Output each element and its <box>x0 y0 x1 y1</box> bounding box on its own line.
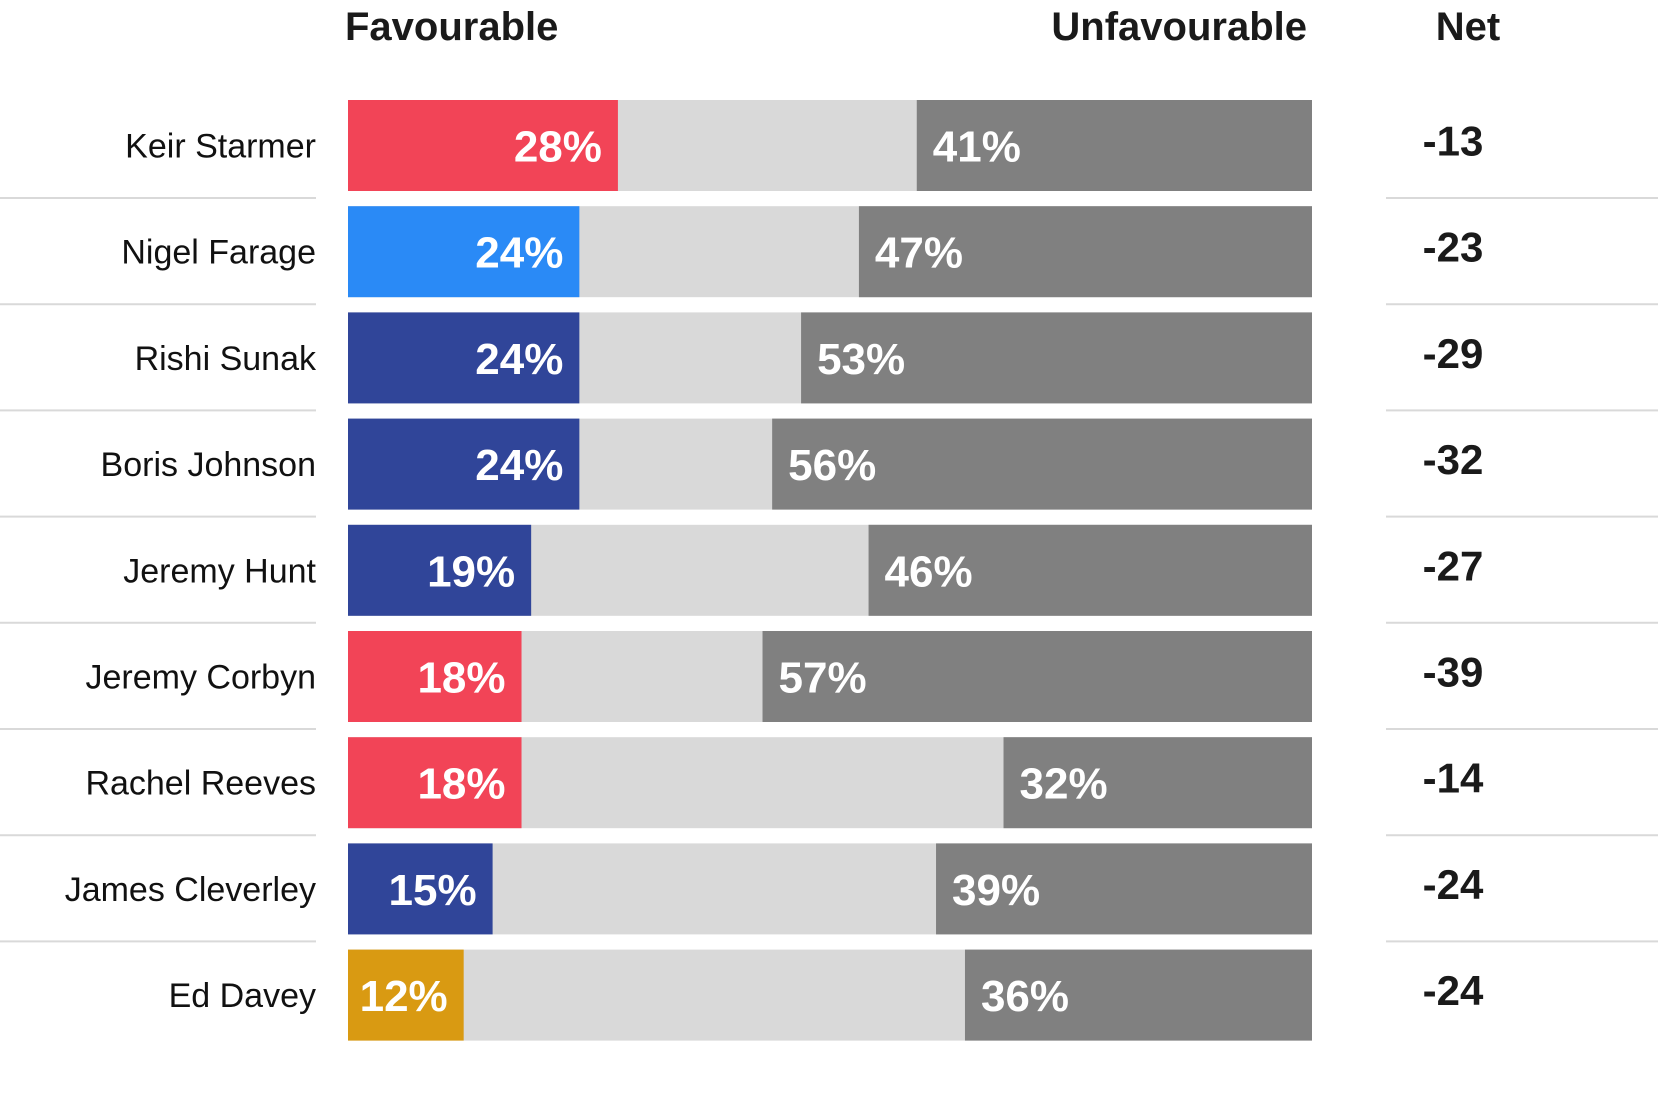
unfavourable-bar <box>936 843 1312 935</box>
politician-name: Keir Starmer <box>125 128 316 166</box>
unfavourable-bar <box>762 631 1312 722</box>
unfavourable-value-label: 47% <box>875 229 963 278</box>
net-value-label: -24 <box>1423 967 1484 1014</box>
unfavourable-value-label: 53% <box>817 335 905 384</box>
favourable-value-label: 12% <box>360 972 448 1021</box>
net-value-label: -13 <box>1423 118 1484 165</box>
net-header: Net <box>1436 5 1500 49</box>
politician-name: Jeremy Corbyn <box>85 659 316 697</box>
chart-rows: Keir Starmer 28% 41% -13 Nigel Farage 24% 47% -… <box>0 100 1658 1041</box>
unfavourable-value-label: 39% <box>952 866 1040 915</box>
unfavourable-bar <box>858 206 1312 298</box>
unfavourable-bar <box>964 949 1312 1041</box>
unfavourable-value-label: 41% <box>933 123 1021 172</box>
unfavourable-value-label: 32% <box>1020 760 1108 809</box>
unfavourable-bar <box>772 418 1312 510</box>
net-value-label: -24 <box>1423 861 1484 908</box>
net-value-label: -23 <box>1423 224 1484 271</box>
unfavourable-bar <box>916 100 1312 191</box>
unfavourable-header: Unfavourable <box>1051 5 1307 49</box>
favourable-header: Favourable <box>345 5 558 49</box>
net-value-label: -39 <box>1423 649 1484 696</box>
favourable-value-label: 18% <box>417 760 505 809</box>
favourable-bar <box>348 631 522 722</box>
favourable-value-label: 19% <box>427 547 515 596</box>
favourable-value-label: 24% <box>475 229 563 278</box>
politician-name: Rachel Reeves <box>85 765 316 803</box>
unfavourable-bar <box>801 312 1312 404</box>
favourable-bar <box>348 206 580 298</box>
net-value-label: -27 <box>1423 542 1484 589</box>
politician-name: Rishi Sunak <box>135 340 317 378</box>
favourable-bar <box>348 312 580 404</box>
politician-name: Nigel Farage <box>121 234 316 272</box>
favourable-bar <box>348 100 618 191</box>
favourable-value-label: 24% <box>475 335 563 384</box>
unfavourable-bar <box>868 524 1312 616</box>
favourable-bar <box>348 949 464 1041</box>
unfavourable-bar <box>1003 737 1312 829</box>
favourable-value-label: 18% <box>417 654 505 703</box>
favourable-value-label: 15% <box>389 866 477 915</box>
unfavourable-value-label: 57% <box>779 654 867 703</box>
net-value-label: -32 <box>1423 436 1484 483</box>
favourable-bar <box>348 737 522 829</box>
net-value-label: -14 <box>1423 755 1484 802</box>
politician-name: Boris Johnson <box>101 446 316 484</box>
favourable-bar <box>348 524 532 616</box>
favourable-value-label: 24% <box>475 441 563 490</box>
unfavourable-value-label: 46% <box>885 547 973 596</box>
favourable-bar <box>348 843 493 935</box>
politician-name: Jeremy Hunt <box>123 552 316 590</box>
favourable-bar <box>348 418 580 510</box>
unfavourable-value-label: 56% <box>788 441 876 490</box>
politician-name: Ed Davey <box>169 977 316 1015</box>
politician-name: James Cleverley <box>65 871 316 909</box>
net-value-label: -29 <box>1423 330 1484 377</box>
favourable-value-label: 28% <box>514 123 602 172</box>
unfavourable-value-label: 36% <box>981 972 1069 1021</box>
